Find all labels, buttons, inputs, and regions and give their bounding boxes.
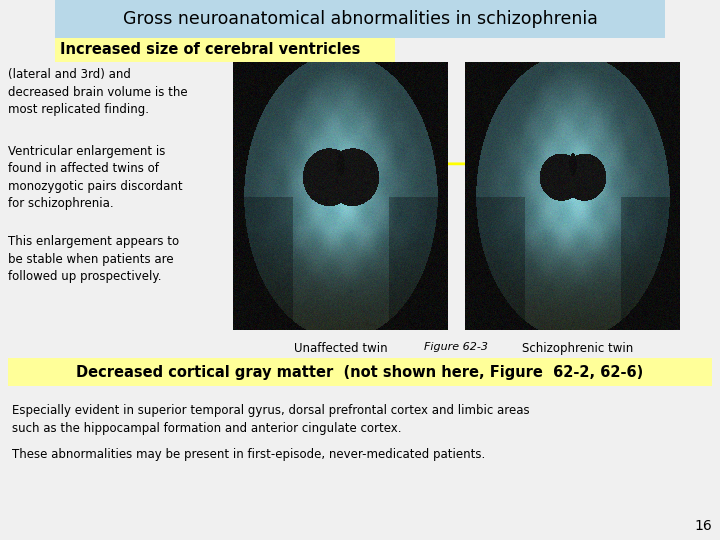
Text: Decreased cortical gray matter  (not shown here, Figure  62-2, 62-6): Decreased cortical gray matter (not show… (76, 364, 644, 380)
Text: Especially evident in superior temporal gyrus, dorsal prefrontal cortex and limb: Especially evident in superior temporal … (12, 404, 530, 435)
Text: Gross neuroanatomical abnormalities in schizophrenia: Gross neuroanatomical abnormalities in s… (122, 10, 598, 28)
Text: Increased size of cerebral ventricles: Increased size of cerebral ventricles (60, 43, 361, 57)
Text: These abnormalities may be present in first-episode, never-medicated patients.: These abnormalities may be present in fi… (12, 448, 485, 461)
Text: 16: 16 (694, 519, 712, 533)
FancyBboxPatch shape (8, 358, 712, 386)
Text: (lateral and 3rd) and
decreased brain volume is the
most replicated finding.: (lateral and 3rd) and decreased brain vo… (8, 68, 188, 116)
Text: Unaffected twin: Unaffected twin (294, 342, 387, 355)
Text: Figure 62-3: Figure 62-3 (425, 342, 488, 352)
Text: This enlargement appears to
be stable when patients are
followed up prospectivel: This enlargement appears to be stable wh… (8, 235, 179, 283)
Text: Schizophrenic twin: Schizophrenic twin (522, 342, 633, 355)
Text: Ventricular enlargement is
found in affected twins of
monozygotic pairs discorda: Ventricular enlargement is found in affe… (8, 145, 183, 211)
FancyBboxPatch shape (55, 38, 395, 62)
FancyBboxPatch shape (55, 0, 665, 38)
